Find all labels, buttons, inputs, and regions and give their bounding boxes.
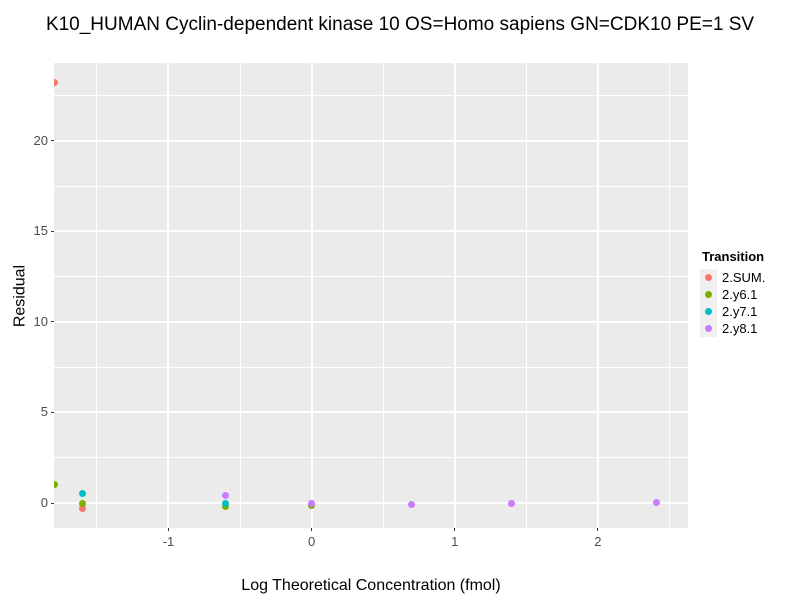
y-tick-label: 0 [40, 495, 48, 510]
plot-title-row: K10_HUMAN Cyclin-dependent kinase 10 OS=… [0, 14, 800, 36]
gridline-x-major [453, 63, 456, 528]
y-tick-label: 15 [33, 223, 48, 239]
y-tick-mark [51, 140, 54, 142]
x-axis-title: Log Theoretical Concentration (fmol) [241, 577, 501, 594]
x-tick-label: 2 [594, 534, 602, 549]
legend-item: 2.SUM. [700, 269, 798, 286]
legend-item-label: 2.y8.1 [722, 321, 758, 336]
x-tick-label: 0 [307, 534, 316, 549]
legend: Transition 2.SUM. 2.y6.1 2.y7.1 2.y8.1 [700, 249, 798, 337]
legend-dot [705, 274, 712, 281]
y-tick-mark [51, 230, 54, 232]
legend-item: 2.y7.1 [700, 303, 798, 320]
gridline-y-minor [54, 276, 688, 278]
legend-items: 2.SUM. 2.y6.1 2.y7.1 2.y8.1 [700, 269, 798, 337]
gridline-y-major [54, 230, 688, 233]
gridline-y-major [54, 320, 688, 323]
legend-key [700, 320, 717, 337]
legend-item-label: 2.SUM. [722, 270, 766, 285]
data-point [54, 481, 58, 489]
x-tick-label: -1 [162, 534, 175, 549]
y-tick-mark [51, 411, 54, 413]
gridline-y-major [54, 502, 688, 504]
x-tick-mark [454, 528, 456, 531]
data-point [408, 500, 416, 508]
data-point [222, 500, 230, 508]
x-tick-mark [597, 528, 599, 531]
legend-item-label: 2.y7.1 [722, 304, 758, 319]
gridline-x-major [596, 63, 599, 528]
y-tick-label: 5 [40, 404, 48, 420]
gridline-y-major [54, 411, 688, 414]
gridline-y-minor [54, 185, 688, 187]
y-tick-label: 10 [33, 313, 48, 329]
gridline-x-minor [382, 63, 384, 528]
y-tick-mark [51, 321, 54, 323]
legend-key [700, 269, 717, 286]
legend-item: 2.y8.1 [700, 320, 798, 337]
x-tick-mark [167, 528, 169, 531]
data-point [79, 499, 87, 507]
legend-key [700, 303, 717, 320]
legend-item: 2.y6.1 [700, 286, 798, 303]
gridline-x-minor [239, 63, 241, 528]
legend-item-label: 2.y6.1 [722, 287, 758, 302]
y-tick-mark [51, 502, 54, 504]
data-point [222, 492, 230, 500]
data-point [508, 499, 516, 507]
data-point [653, 498, 660, 506]
data-point [308, 500, 316, 508]
gridline-y-major [54, 139, 688, 142]
legend-dot [705, 325, 712, 332]
x-tick-mark [311, 528, 313, 531]
plot-panel [54, 63, 688, 528]
gridline-x-minor [668, 63, 670, 528]
data-point [54, 79, 58, 87]
gridline-x-minor [96, 63, 98, 528]
gridline-x-major [310, 63, 313, 528]
legend-key [700, 286, 717, 303]
gridline-x-minor [525, 63, 527, 528]
data-point [79, 505, 87, 513]
legend-dot [705, 291, 712, 298]
legend-title: Transition [702, 249, 765, 264]
x-tick-label: 1 [451, 534, 459, 549]
legend-dot [705, 308, 712, 315]
y-axis-title: Residual [11, 264, 29, 328]
gridline-y-minor [54, 95, 688, 97]
gridline-y-minor [54, 366, 688, 368]
gridline-y-minor [54, 457, 688, 459]
data-point [79, 489, 87, 497]
y-tick-label: 20 [33, 132, 48, 148]
plot-title: K10_HUMAN Cyclin-dependent kinase 10 OS=… [45, 14, 755, 35]
gridline-x-major [167, 63, 170, 528]
